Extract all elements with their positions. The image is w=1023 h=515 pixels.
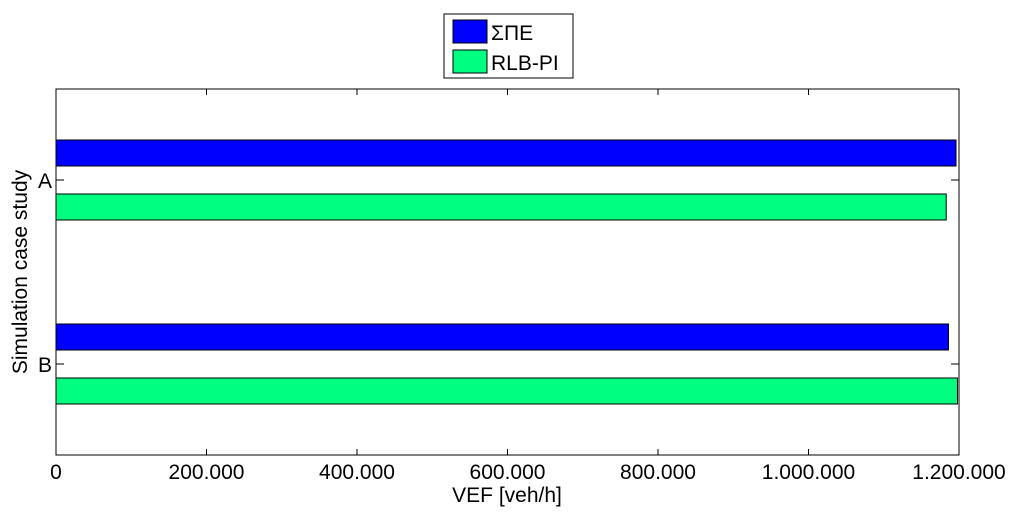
x-tick-label: 600.000 [470,461,546,484]
bar-A-series-1 [55,139,957,167]
x-tick-label: 1.000.000 [762,461,855,484]
x-tick-label: 400.000 [319,461,395,484]
legend-label-series-1: ΣΠΕ [491,22,533,45]
x-tick-labels: 0 200.000 400.000 600.000 800.000 1.000.000 1.… [50,461,1006,484]
x-tick-label: 1.200.000 [912,461,1005,484]
y-tick-label-B: B [38,354,52,377]
bar-B-series-1 [55,323,949,351]
y-axis-title: Simulation case study [9,169,32,374]
x-tick-label: 200.000 [169,461,245,484]
bar-A-series-2 [55,193,947,221]
x-tick-label: 0 [50,461,62,484]
legend-swatch-series-1 [452,19,488,44]
y-tick-label-A: A [38,170,52,193]
x-tick-label: 800.000 [620,461,696,484]
x-axis-title: VEF [veh/h] [452,484,562,507]
legend-label-series-2: RLB-PI [491,52,559,75]
ticks-group [55,89,960,455]
bar-B-series-2 [55,377,958,405]
legend-swatch-series-2 [452,49,488,74]
y-tick-labels: AB [38,170,52,377]
legend: ΣΠΕ RLB-PI [443,13,574,79]
bars-group [55,139,958,405]
